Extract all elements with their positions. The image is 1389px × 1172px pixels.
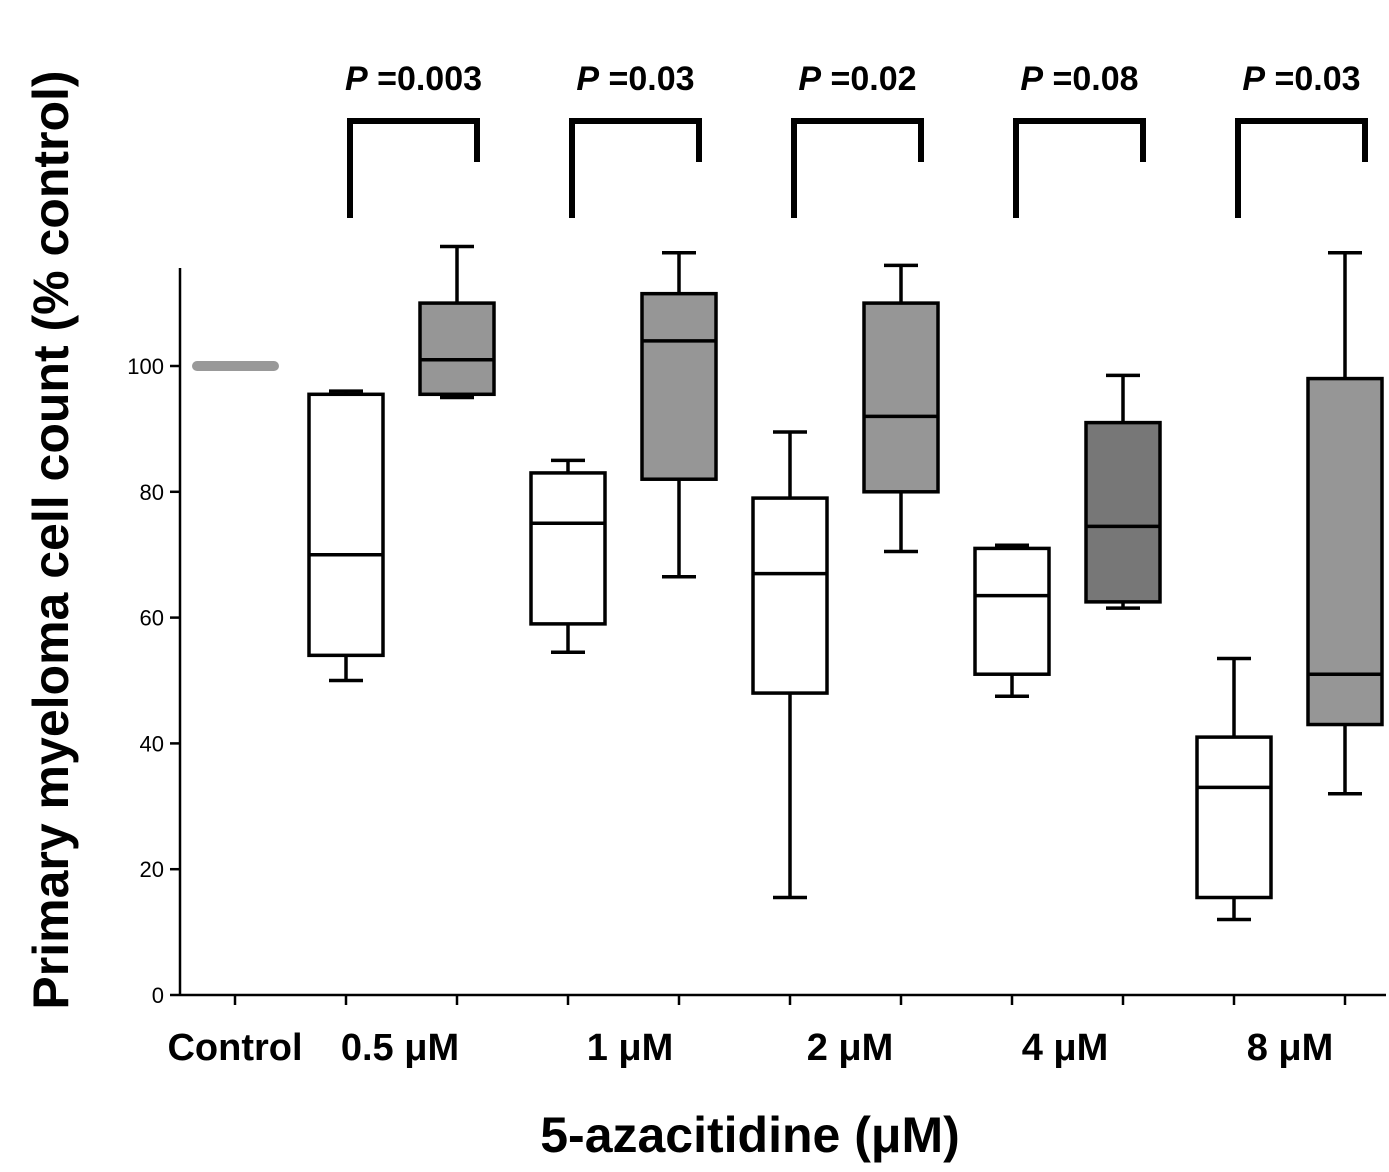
p-value-annotations: P =0.003 P =0.03 P =0.02 P =0.08 P =0.03: [345, 60, 1368, 218]
box-plot: [862, 263, 940, 554]
box-plot: [1084, 373, 1162, 610]
box-iqr: [529, 471, 607, 626]
p-value-bracket: P =0.03: [1235, 60, 1368, 218]
p-value-text: =0.03: [599, 60, 694, 98]
y-tick-label: 100: [127, 354, 164, 379]
p-value-prefix: P: [798, 60, 821, 98]
p-value-prefix: P: [345, 60, 368, 98]
box-iqr: [862, 301, 940, 494]
p-value-text: =0.03: [1265, 60, 1360, 98]
box-iqr: [640, 291, 718, 481]
x-category-label: Control: [167, 1027, 302, 1069]
p-value-label: P =0.003: [345, 60, 482, 98]
box-plot: [973, 543, 1051, 698]
y-axis-title: Primary myeloma cell count (% control): [23, 70, 79, 1009]
bracket-line: [791, 118, 924, 218]
box-iqr: [1306, 376, 1384, 727]
bracket-line: [569, 118, 702, 218]
x-axis-title: 5-azacitidine (μM): [540, 1107, 960, 1163]
p-value-bracket: P =0.08: [1013, 60, 1146, 218]
box-plot: [1195, 656, 1273, 922]
p-value-label: P =0.02: [798, 60, 916, 98]
box-plot: [1306, 251, 1384, 796]
boxes: [192, 244, 1384, 922]
box-plot: [529, 458, 607, 654]
p-value-text: =0.02: [821, 60, 916, 98]
y-tick-label: 80: [140, 480, 164, 505]
box-plot: [751, 430, 829, 900]
box-plot: [640, 251, 718, 579]
p-value-prefix: P: [576, 60, 599, 98]
x-category-label: 8 μM: [1247, 1027, 1334, 1069]
x-category-label: 4 μM: [1022, 1027, 1109, 1069]
p-value-text: =0.08: [1043, 60, 1138, 98]
bracket-line: [1013, 118, 1146, 218]
x-category-label: 0.5 μM: [341, 1027, 459, 1069]
bracket-line: [1235, 118, 1368, 218]
axes: 0 20 40 60 80 100 Control 0.5 μM 1 μM 2 μM 4 μM 8 μ…: [127, 268, 1386, 1069]
box-iqr: [751, 496, 829, 695]
p-value-bracket: P =0.003: [345, 60, 482, 218]
p-value-bracket: P =0.03: [569, 60, 702, 218]
box-plot: [418, 244, 496, 400]
p-value-label: P =0.03: [1242, 60, 1360, 98]
box-iqr: [1084, 420, 1162, 604]
p-value-label: P =0.08: [1020, 60, 1138, 98]
y-tick-label: 40: [140, 731, 164, 756]
p-value-label: P =0.03: [576, 60, 694, 98]
y-tick-label: 60: [140, 606, 164, 631]
box-iqr: [1195, 735, 1273, 900]
box-iqr: [307, 392, 385, 658]
x-category-label: 1 μM: [587, 1027, 674, 1069]
x-category-label: 2 μM: [807, 1027, 894, 1069]
bracket-line: [347, 118, 480, 218]
p-value-prefix: P: [1020, 60, 1043, 98]
box-iqr: [973, 546, 1051, 676]
box-iqr: [418, 301, 496, 397]
y-tick-label: 0: [152, 983, 164, 1008]
p-value-text: =0.003: [368, 60, 482, 98]
p-value-prefix: P: [1242, 60, 1265, 98]
p-value-bracket: P =0.02: [791, 60, 924, 218]
y-tick-label: 20: [140, 857, 164, 882]
box-plot: [307, 389, 385, 683]
